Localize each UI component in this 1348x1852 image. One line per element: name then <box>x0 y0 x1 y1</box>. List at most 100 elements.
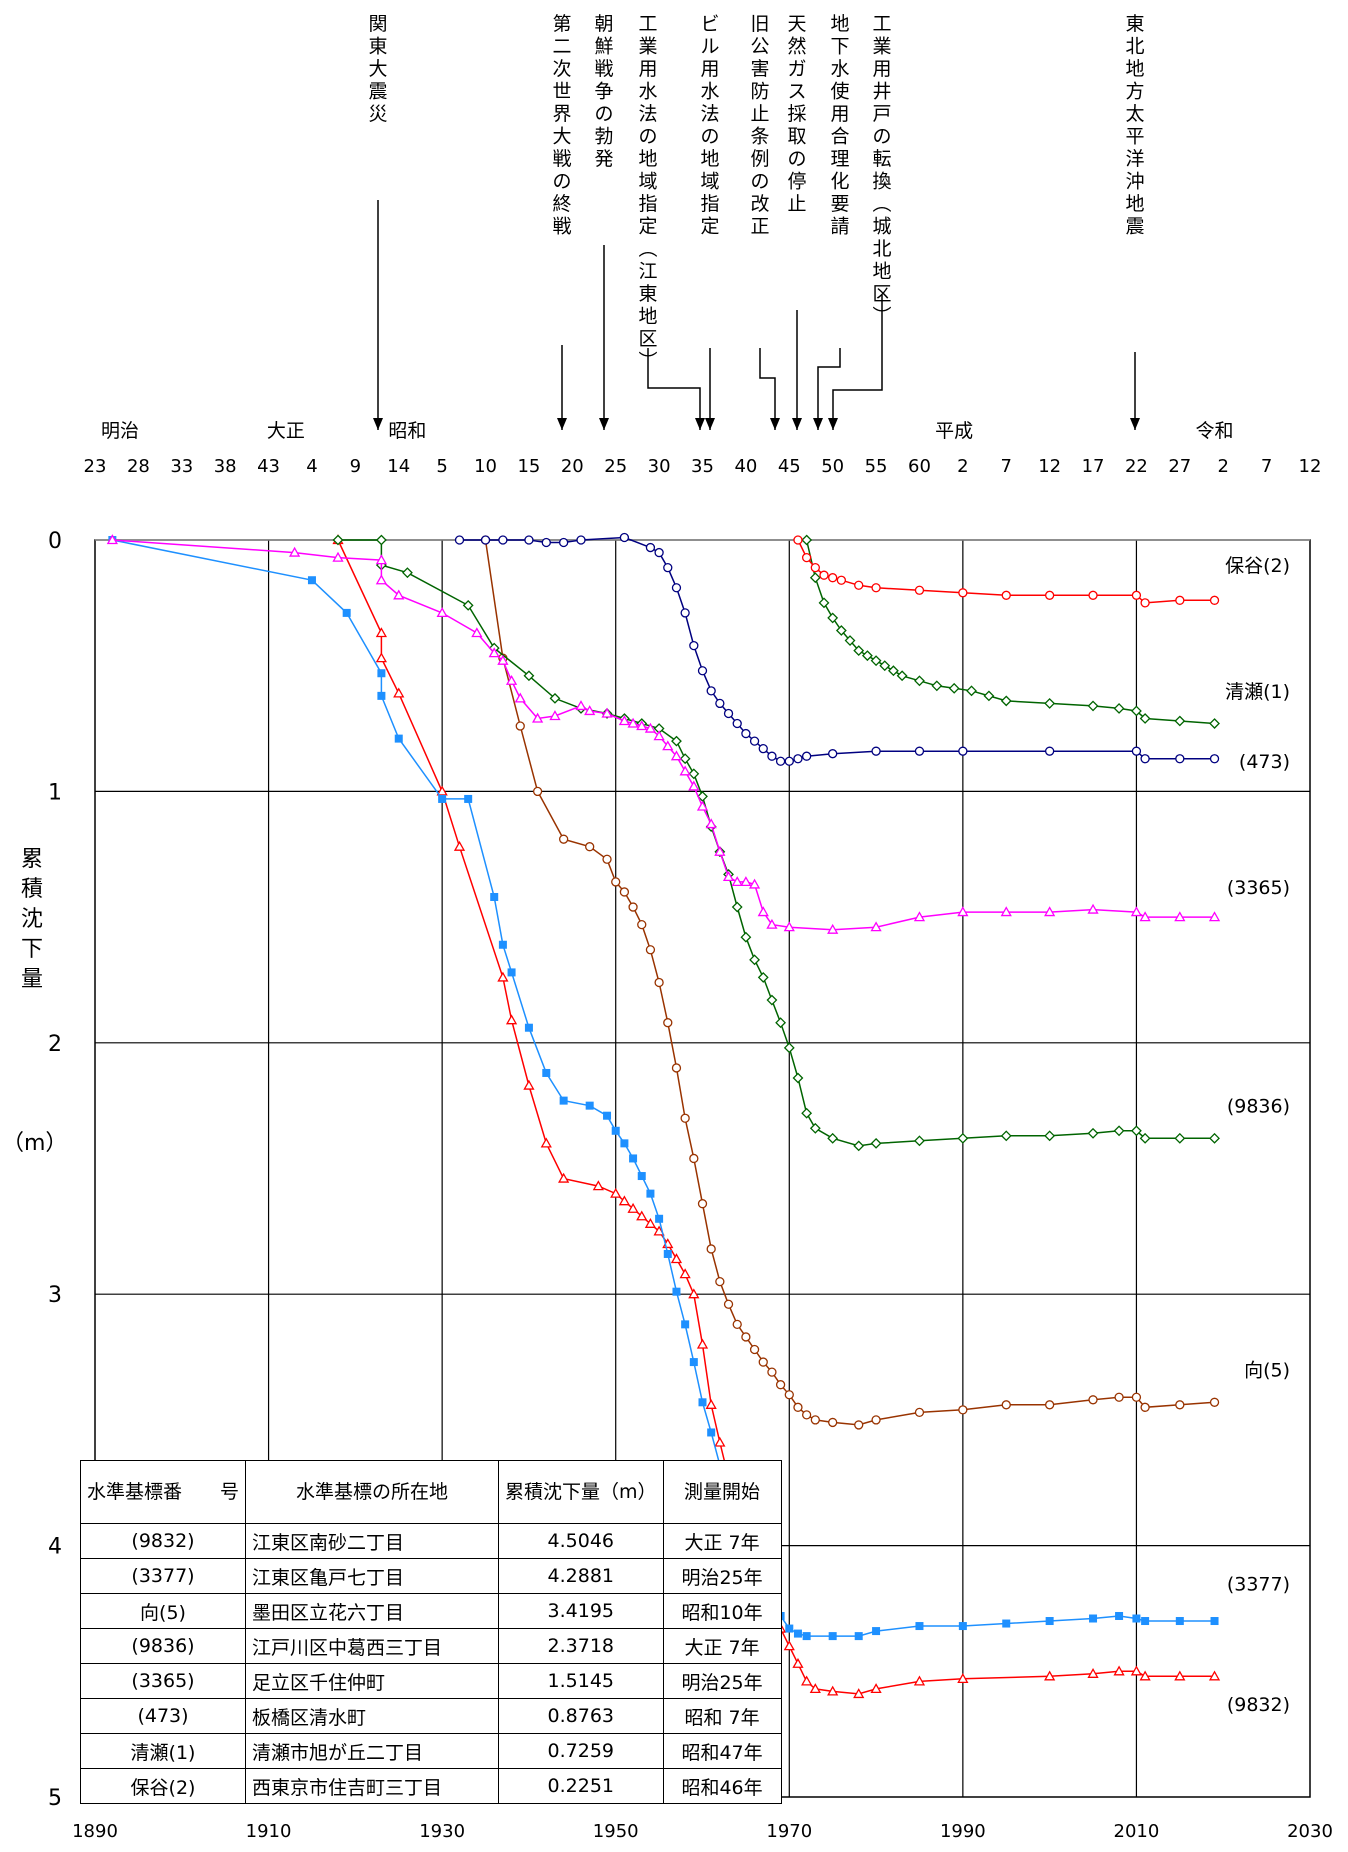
data-point <box>670 1253 683 1264</box>
data-point <box>767 751 777 761</box>
benchmark-id: (9836) <box>79 1628 247 1664</box>
data-point <box>671 735 682 747</box>
data-point <box>663 1249 672 1258</box>
data-point <box>377 669 386 678</box>
era-year-tick: 25 <box>604 456 627 477</box>
data-point <box>1044 1130 1056 1142</box>
data-point <box>1087 1667 1099 1678</box>
table-row: (3377) 江東区亀戸七丁目 4.2881 明治25年 <box>79 1558 782 1594</box>
series-labels: (9832) (3377) 向(5) (9836) (3365) (473) 清瀬(1) 保谷… <box>1225 555 1290 1716</box>
data-point <box>722 871 735 882</box>
data-point <box>507 968 516 977</box>
data-point <box>1088 590 1098 600</box>
event-arrowhead <box>599 418 609 430</box>
data-point <box>784 756 794 766</box>
data-point <box>1209 754 1220 764</box>
table-row: 清瀬(1) 清瀬市旭が丘二丁目 0.7259 昭和47年 <box>79 1733 782 1769</box>
data-point <box>828 573 838 583</box>
data-point <box>332 551 344 562</box>
series-line <box>112 539 1215 1637</box>
data-point <box>784 1390 794 1400</box>
data-point <box>698 1398 707 1407</box>
data-point <box>680 608 690 618</box>
series-group <box>480 535 1220 1430</box>
data-point <box>375 652 388 663</box>
data-point <box>531 712 544 723</box>
data-point <box>618 715 631 726</box>
x-tick-label: 1910 <box>246 1821 292 1842</box>
data-point <box>844 635 856 646</box>
table-row: (9832) 江東区南砂二丁目 4.5046 大正 7年 <box>79 1523 782 1559</box>
data-point <box>663 1018 673 1028</box>
data-point <box>1000 1130 1012 1142</box>
data-point <box>542 1068 551 1077</box>
data-point <box>644 722 657 733</box>
data-point <box>1175 754 1185 764</box>
data-point <box>1210 1617 1219 1626</box>
data-point <box>653 730 665 741</box>
data-point <box>689 1358 698 1367</box>
data-point <box>688 1288 700 1299</box>
data-point <box>1001 1400 1011 1410</box>
data-point <box>629 1154 638 1163</box>
data-point <box>1174 1132 1186 1144</box>
data-point <box>541 537 551 548</box>
data-point <box>288 546 301 557</box>
data-point <box>871 746 881 756</box>
event-arrowhead <box>813 418 823 430</box>
data-point <box>819 570 829 580</box>
data-point <box>497 654 509 665</box>
y-tick-label: 3 <box>48 1283 62 1308</box>
data-point <box>575 700 587 711</box>
data-point <box>576 535 586 545</box>
event-label: 第二次世界大戦の終戦 <box>552 13 571 238</box>
data-point <box>636 1210 648 1221</box>
data-point <box>375 574 388 585</box>
data-point <box>957 1132 969 1144</box>
series-end-label: (3365) <box>1227 877 1290 899</box>
data-point <box>611 877 621 887</box>
data-point <box>757 906 769 917</box>
data-point <box>854 1420 864 1430</box>
era-year-tick: 2 <box>957 456 968 477</box>
x-tick-label: 1950 <box>593 1821 639 1842</box>
event-arrow <box>759 348 776 430</box>
cumulative-subsidence: 4.2881 <box>498 1558 664 1594</box>
series-end-label: 清瀬(1) <box>1225 681 1290 703</box>
era-year-tick: 15 <box>517 456 540 477</box>
series-line <box>338 539 1215 1147</box>
cumulative-subsidence: 3.4195 <box>498 1593 664 1629</box>
data-point <box>679 765 691 776</box>
data-point <box>636 720 648 731</box>
data-point <box>307 576 316 585</box>
era-year-tick: 23 <box>84 456 107 477</box>
data-point <box>549 692 561 704</box>
series-group <box>454 532 1220 766</box>
data-point <box>870 655 882 667</box>
event-annotations: 関東大震災 第二次世界大戦の終戦 朝鮮戦争の勃発 工業用水法の地域指定︵江東地区︶ ビル… <box>368 13 1145 430</box>
event-arrowhead <box>1130 418 1140 430</box>
data-point <box>646 1189 655 1198</box>
data-point <box>601 707 613 718</box>
y-axis-title: 累積沈下量 <box>20 847 43 992</box>
location: 西東京市住吉町三丁目 <box>245 1768 500 1804</box>
data-point <box>1113 1665 1125 1676</box>
data-point <box>707 1428 716 1437</box>
data-point <box>896 670 908 682</box>
data-point <box>1140 1402 1150 1412</box>
benchmark-id: 清瀬(1) <box>79 1733 247 1769</box>
era-name: 明治 <box>101 420 139 442</box>
survey-start: 昭和46年 <box>662 1768 782 1804</box>
data-point <box>689 1153 699 1164</box>
data-point <box>958 746 968 756</box>
data-point <box>1113 703 1125 714</box>
table-body: (9832) 江東区南砂二丁目 4.5046 大正 7年 (3377) 江東区亀戸七丁目 4… <box>79 1523 782 1804</box>
data-point <box>670 750 683 761</box>
survey-start: 大正 7年 <box>662 1628 782 1664</box>
event-label: 旧公害防止条例の改正 <box>750 13 769 238</box>
data-point <box>740 931 752 943</box>
data-point <box>523 1079 535 1090</box>
event-label: 天然ガス採取の停止 <box>787 13 806 215</box>
era-year-tick: 28 <box>127 456 150 477</box>
data-point <box>827 612 839 624</box>
